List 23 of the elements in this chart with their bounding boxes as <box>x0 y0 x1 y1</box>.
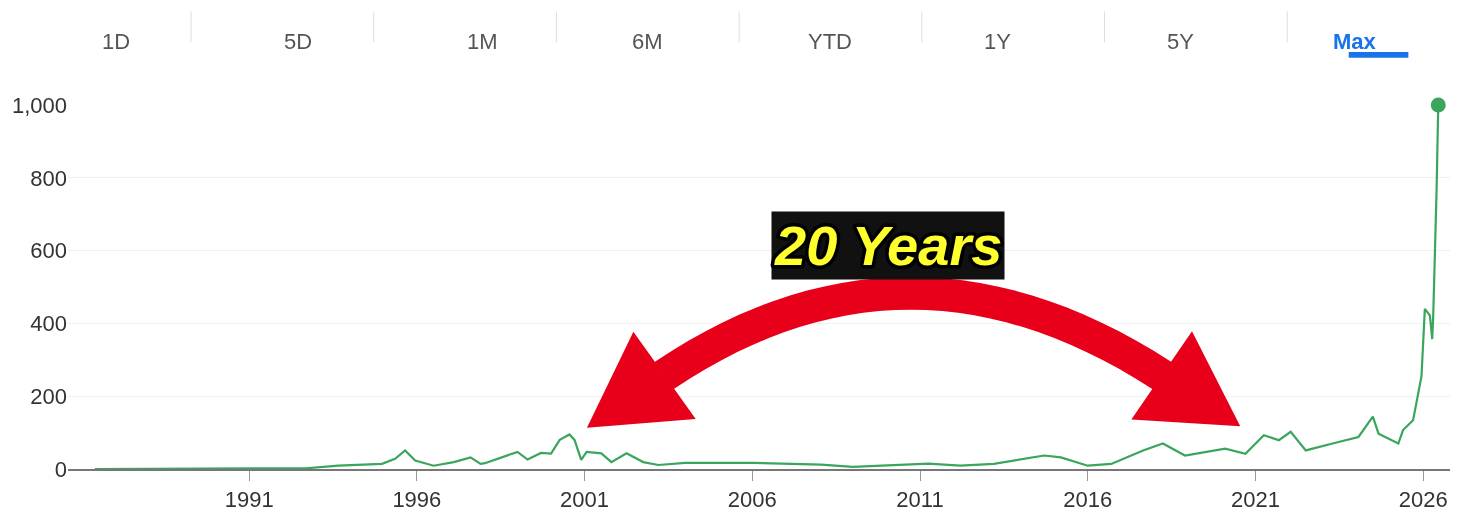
x-tick-label: 2011 <box>896 487 944 513</box>
y-tick-label: 600 <box>30 238 67 264</box>
y-tick-label: 400 <box>30 311 67 337</box>
x-tick-label: 1996 <box>392 487 442 513</box>
x-tick-label: 2006 <box>727 487 777 513</box>
text: 1M <box>467 29 498 54</box>
x-tick-label: 2021 <box>1230 487 1280 513</box>
text: Max <box>1333 29 1377 54</box>
text: 1D <box>102 29 131 54</box>
y-tick-label: 200 <box>30 383 67 409</box>
text: 5Y <box>1167 29 1195 54</box>
y-tick-label: 0 <box>54 456 67 482</box>
y-tick-label: 800 <box>30 165 67 191</box>
x-tick-label: 1991 <box>224 487 274 513</box>
x-tick-label: 2026 <box>1398 487 1448 513</box>
y-tick-label: 1,000 <box>11 92 67 118</box>
annotation: 20 Years <box>774 214 1003 277</box>
x-tick-label: 2001 <box>560 487 610 513</box>
text: 1Y <box>984 29 1012 54</box>
text: 5D <box>284 29 313 54</box>
x-tick-label: 2016 <box>1063 487 1113 513</box>
text: 6M <box>632 29 663 54</box>
text: YTD <box>808 29 852 54</box>
